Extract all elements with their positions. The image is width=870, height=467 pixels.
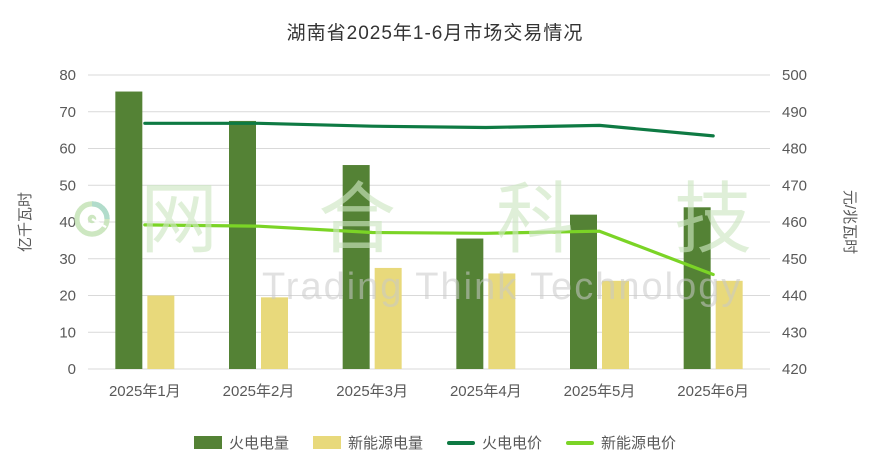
line-thermal-price — [143, 121, 715, 138]
bar-thermal-volume — [342, 165, 370, 369]
legend-label-new-energy-volume: 新能源电量 — [347, 435, 423, 452]
left-axis-tick-label: 0 — [68, 361, 76, 378]
legend-label-thermal-price: 火电电价 — [482, 435, 543, 452]
x-axis-label: 2025年4月 — [450, 383, 522, 400]
x-axis-label: 2025年2月 — [223, 383, 295, 400]
legend-label-thermal-volume: 火电电量 — [228, 435, 289, 452]
x-axis-label: 2025年3月 — [336, 383, 408, 400]
bar-thermal-volume — [570, 214, 597, 369]
right-axis-tick-label: 490 — [782, 104, 807, 121]
right-axis-tick-label: 460 — [782, 214, 807, 231]
left-axis-tick-label: 10 — [59, 324, 76, 341]
left-axis-tick-label: 80 — [59, 67, 76, 84]
x-axis-label: 2025年5月 — [564, 383, 636, 400]
bar-new-energy-volume — [147, 295, 175, 369]
x-axis-label: 2025年1月 — [109, 383, 181, 400]
x-axis-label: 2025年6月 — [677, 383, 749, 400]
right-axis-tick-label: 500 — [782, 67, 807, 84]
legend-swatch-thermal-volume — [193, 436, 222, 449]
bar-thermal-volume — [115, 91, 143, 369]
legend-item-thermal-price[interactable]: 火电电价 — [447, 432, 542, 453]
right-axis-title: 元/兆瓦时 — [841, 190, 858, 254]
bar-new-energy-volume — [374, 267, 402, 369]
bar-thermal-volume — [683, 207, 711, 369]
chart-legend: 火电电量 新能源电量 火电电价 新能源电价 — [0, 432, 870, 453]
bar-new-energy-volume — [602, 280, 629, 369]
right-axis-tick-label: 450 — [782, 251, 807, 268]
right-axis-tick-label: 470 — [782, 177, 807, 194]
legend-label-new-energy-price: 新能源电价 — [601, 435, 677, 452]
right-axis-tick-label: 420 — [782, 361, 807, 378]
bar-new-energy-volume — [261, 297, 288, 369]
right-axis-tick-label: 440 — [782, 288, 807, 305]
left-axis-tick-label: 60 — [59, 141, 76, 158]
right-axis-tick-label: 430 — [782, 324, 807, 341]
bar-new-energy-volume — [488, 273, 516, 369]
legend-swatch-thermal-price — [447, 440, 475, 445]
line-new-energy-price — [143, 223, 715, 277]
left-axis-tick-label: 40 — [59, 214, 76, 231]
bar-thermal-volume — [229, 120, 256, 369]
legend-swatch-new-energy-volume — [312, 436, 341, 449]
left-axis-tick-label: 70 — [59, 104, 76, 121]
left-axis-tick-label: 30 — [59, 251, 76, 268]
legend-item-new-energy-price[interactable]: 新能源电价 — [566, 432, 676, 453]
left-axis-title: 亿千瓦时 — [17, 192, 34, 252]
legend-swatch-new-energy-price — [566, 440, 595, 445]
chart-title: 湖南省2025年1-6月市场交易情况 — [286, 23, 584, 44]
bar-thermal-volume — [456, 238, 484, 369]
left-axis-tick-label: 20 — [59, 288, 76, 305]
right-axis-tick-label: 480 — [782, 141, 807, 158]
left-axis-tick-label: 50 — [59, 177, 76, 194]
legend-item-thermal-volume[interactable]: 火电电量 — [193, 432, 289, 453]
bar-new-energy-volume — [715, 280, 743, 369]
legend-item-new-energy-volume[interactable]: 新能源电量 — [312, 432, 423, 453]
